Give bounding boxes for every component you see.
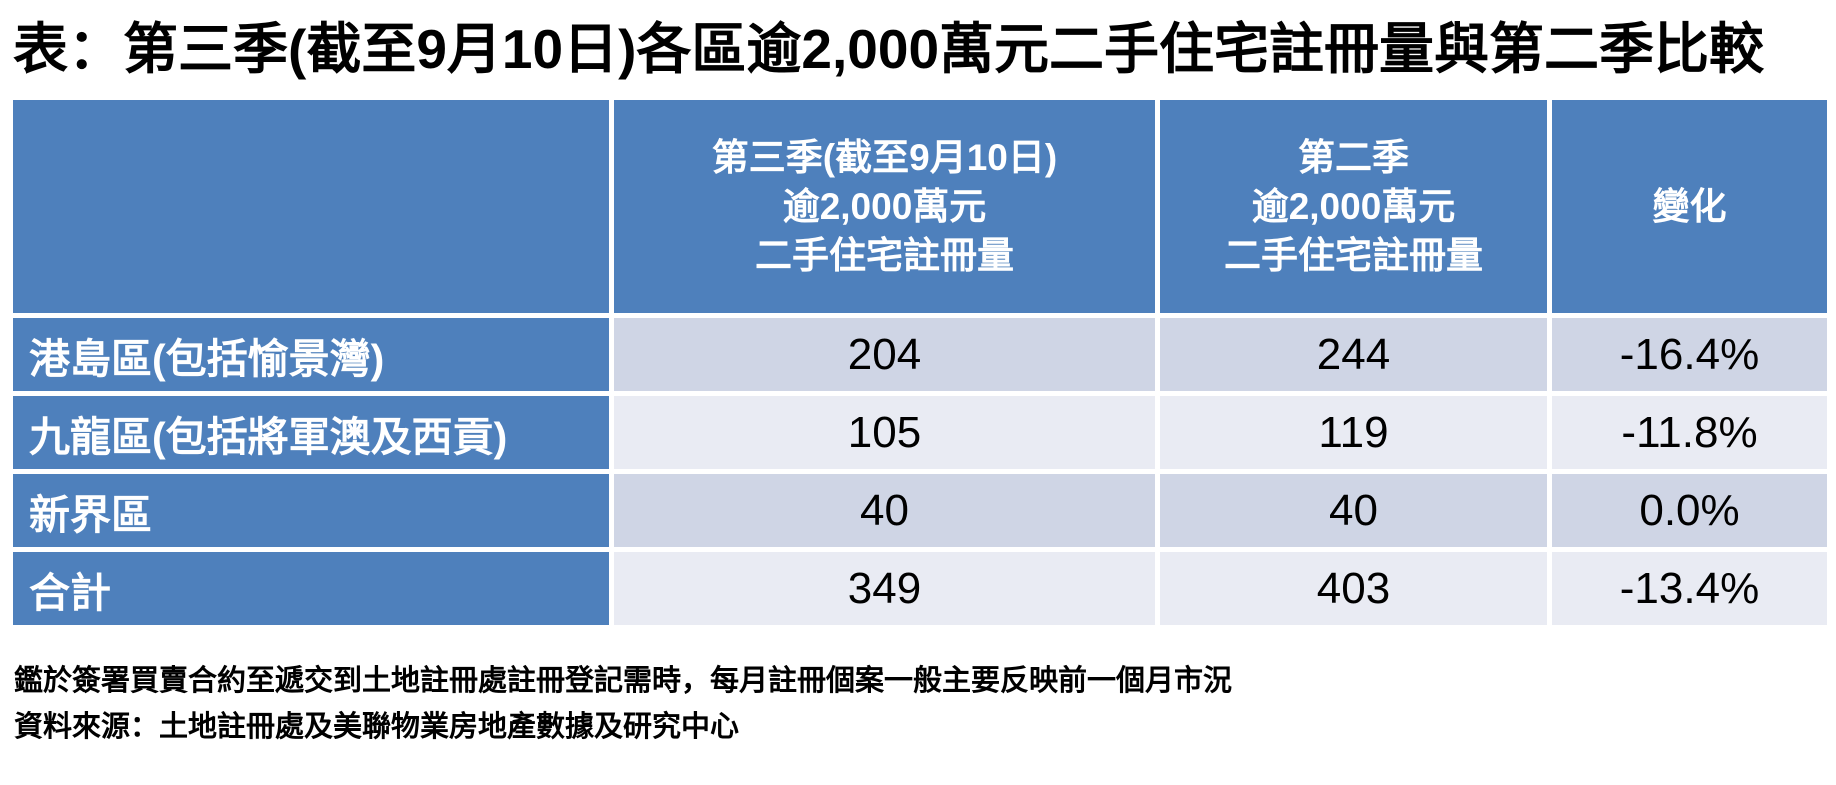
footnotes: 鑑於簽署買賣合約至遞交到土地註冊處註冊登記需時，每月註冊個案一般主要反映前一個月… <box>14 658 1232 751</box>
q3-value-total: 349 <box>614 552 1155 625</box>
q2-value-new-territories: 40 <box>1160 474 1547 547</box>
header-cell-district-empty <box>13 100 609 313</box>
registrations-table: 第三季(截至9月10日) 逾2,000萬元 二手住宅註冊量 第二季 逾2,000… <box>13 100 1827 625</box>
q2-value-kowloon: 119 <box>1160 396 1547 469</box>
row-label-total: 合計 <box>13 552 609 625</box>
change-value-hong-kong-island: -16.4% <box>1552 318 1827 391</box>
page-title: 表：第三季(截至9月10日)各區逾2,000萬元二手住宅註冊量與第二季比較 <box>13 18 1765 80</box>
change-value-total: -13.4% <box>1552 552 1827 625</box>
header-cell-q3: 第三季(截至9月10日) 逾2,000萬元 二手住宅註冊量 <box>614 100 1155 313</box>
row-label-kowloon: 九龍區(包括將軍澳及西貢) <box>13 396 609 469</box>
header-cell-change: 變化 <box>1552 100 1827 313</box>
footnote-data-source: 資料來源：土地註冊處及美聯物業房地產數據及研究中心 <box>14 711 740 744</box>
q3-value-kowloon: 105 <box>614 396 1155 469</box>
footnote-timing-note: 鑑於簽署買賣合約至遞交到土地註冊處註冊登記需時，每月註冊個案一般主要反映前一個月… <box>14 665 1233 697</box>
row-label-hong-kong-island: 港島區(包括愉景灣) <box>13 318 609 391</box>
header-change-label: 變化 <box>1652 185 1727 227</box>
header-q3-line3: 二手住宅註冊量 <box>755 235 1014 277</box>
header-q2-line2: 逾2,000萬元 <box>1251 185 1456 227</box>
header-q3-line2: 逾2,000萬元 <box>782 185 987 227</box>
header-q2-line3: 二手住宅註冊量 <box>1224 235 1483 277</box>
header-cell-q2: 第二季 逾2,000萬元 二手住宅註冊量 <box>1160 100 1547 313</box>
header-q3-line1: 第三季(截至9月10日) <box>711 136 1058 178</box>
q2-value-total: 403 <box>1160 552 1547 625</box>
row-label-new-territories: 新界區 <box>13 474 609 547</box>
header-q2-line1: 第二季 <box>1298 136 1409 178</box>
q3-value-hong-kong-island: 204 <box>614 318 1155 391</box>
q3-value-new-territories: 40 <box>614 474 1155 547</box>
change-value-new-territories: 0.0% <box>1552 474 1827 547</box>
change-value-kowloon: -11.8% <box>1552 396 1827 469</box>
q2-value-hong-kong-island: 244 <box>1160 318 1547 391</box>
